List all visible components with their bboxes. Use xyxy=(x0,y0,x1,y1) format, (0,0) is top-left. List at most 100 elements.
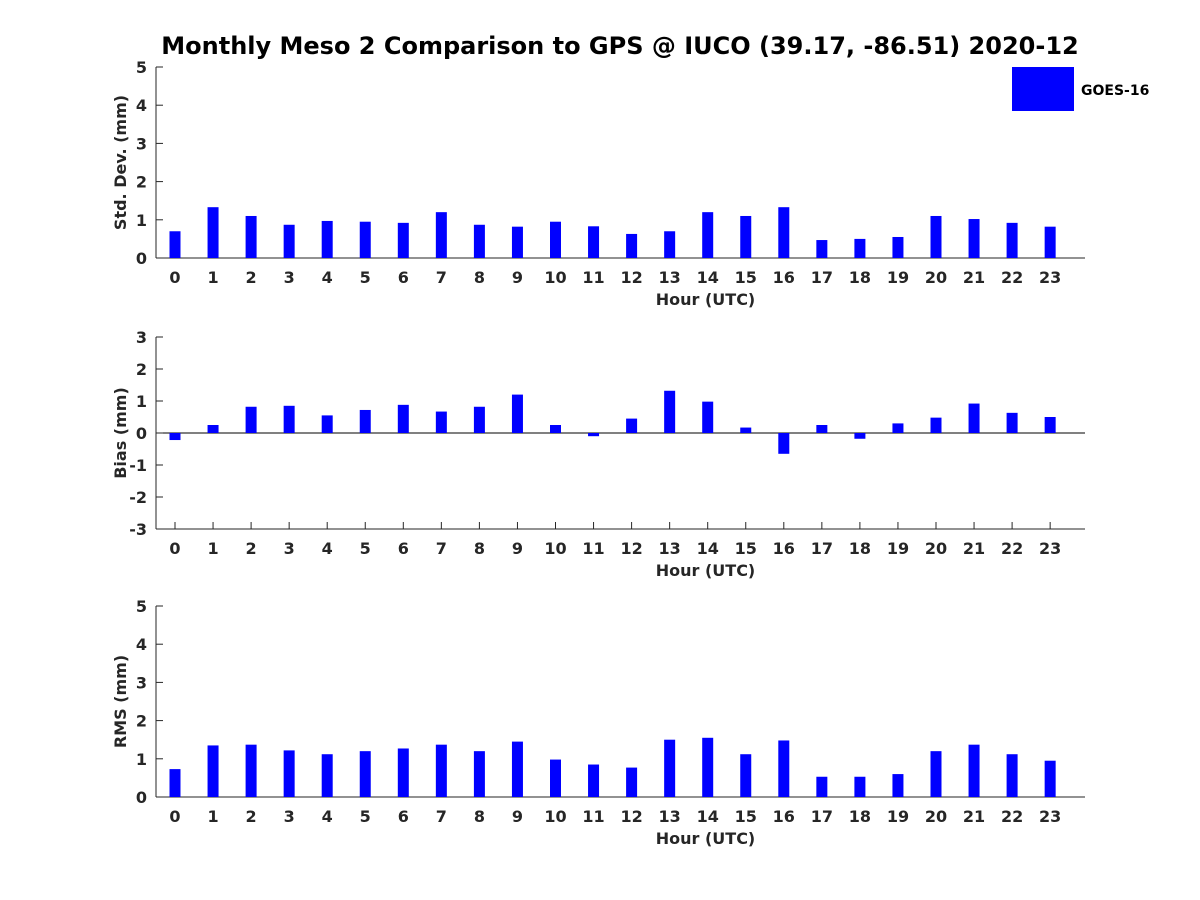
x-tick-label: 14 xyxy=(697,268,719,287)
bar xyxy=(207,745,219,797)
y-tick-label: -3 xyxy=(129,520,147,539)
x-tick-label: 8 xyxy=(474,539,485,558)
bar xyxy=(283,224,295,258)
y-tick-label: 1 xyxy=(136,211,147,230)
x-tick-label: 19 xyxy=(887,807,909,826)
bar xyxy=(740,215,752,258)
x-tick-label: 9 xyxy=(512,807,523,826)
x-tick-label: 6 xyxy=(398,268,409,287)
bar xyxy=(550,759,561,797)
bar xyxy=(702,401,714,433)
x-tick-label: 5 xyxy=(360,268,371,287)
bar xyxy=(740,427,752,433)
x-tick-label: 23 xyxy=(1039,807,1061,826)
x-tick-label: 21 xyxy=(963,268,985,287)
bar xyxy=(207,425,219,433)
bar xyxy=(626,767,638,797)
bar xyxy=(664,231,676,258)
x-tick-label: 15 xyxy=(735,268,757,287)
y-tick-label: 0 xyxy=(136,424,147,443)
legend-swatch xyxy=(1012,67,1074,111)
bar xyxy=(702,212,714,258)
x-tick-label: 2 xyxy=(246,807,257,826)
x-tick-label: 9 xyxy=(512,539,523,558)
x-tick-label: 16 xyxy=(773,268,795,287)
bar xyxy=(892,774,904,797)
bar xyxy=(816,776,828,797)
bar xyxy=(968,744,980,797)
bar xyxy=(930,215,942,258)
bar xyxy=(473,224,485,258)
bar xyxy=(1006,222,1018,258)
bar xyxy=(854,776,866,797)
bar xyxy=(321,415,333,433)
bar xyxy=(778,207,790,258)
x-tick-label: 7 xyxy=(436,807,447,826)
x-tick-label: 13 xyxy=(659,807,681,826)
bar xyxy=(930,751,942,797)
x-axis-label: Hour (UTC) xyxy=(656,561,756,580)
x-tick-label: 8 xyxy=(474,807,485,826)
y-tick-label: 3 xyxy=(136,328,147,347)
y-tick-label: 4 xyxy=(136,96,147,115)
bar xyxy=(169,231,181,258)
x-tick-label: 18 xyxy=(849,807,871,826)
x-tick-label: 19 xyxy=(887,539,909,558)
bar xyxy=(245,215,257,258)
bar xyxy=(283,750,295,797)
x-tick-label: 6 xyxy=(398,807,409,826)
bar xyxy=(245,406,257,433)
bar xyxy=(588,764,600,797)
x-tick-label: 10 xyxy=(544,268,566,287)
bar xyxy=(930,417,942,433)
bar xyxy=(397,404,409,433)
bar xyxy=(968,403,980,433)
y-tick-label: 0 xyxy=(136,788,147,807)
bar xyxy=(321,220,333,258)
bar xyxy=(550,425,561,433)
bar xyxy=(816,240,828,258)
bar xyxy=(968,219,980,258)
legend-label: GOES-16 xyxy=(1081,83,1149,99)
y-tick-label: 5 xyxy=(136,597,147,616)
bar xyxy=(435,411,447,433)
x-tick-label: 8 xyxy=(474,268,485,287)
x-tick-label: 7 xyxy=(436,268,447,287)
y-axis-label: Std. Dev. (mm) xyxy=(111,95,130,230)
x-tick-label: 18 xyxy=(849,268,871,287)
y-tick-label: 0 xyxy=(136,249,147,268)
y-tick-label: 3 xyxy=(136,673,147,692)
x-tick-label: 5 xyxy=(360,539,371,558)
bar xyxy=(854,238,866,258)
x-tick-label: 23 xyxy=(1039,539,1061,558)
x-axis-label: Hour (UTC) xyxy=(656,290,756,309)
x-tick-label: 22 xyxy=(1001,807,1023,826)
x-tick-label: 22 xyxy=(1001,268,1023,287)
x-tick-label: 11 xyxy=(582,539,604,558)
x-tick-label: 20 xyxy=(925,268,947,287)
bar xyxy=(169,433,181,441)
bar xyxy=(626,418,638,433)
bar xyxy=(511,226,523,258)
x-tick-label: 21 xyxy=(963,539,985,558)
x-tick-label: 14 xyxy=(697,539,719,558)
y-tick-label: 3 xyxy=(136,134,147,153)
bar xyxy=(626,233,638,258)
x-tick-label: 12 xyxy=(620,539,642,558)
legend: GOES-16 xyxy=(1012,67,1149,111)
y-tick-label: -2 xyxy=(129,488,147,507)
bar xyxy=(283,405,295,433)
x-tick-label: 0 xyxy=(169,539,180,558)
bar xyxy=(473,751,485,797)
bar xyxy=(359,751,371,797)
bar xyxy=(397,748,409,797)
bar xyxy=(1006,754,1018,797)
bar xyxy=(854,433,866,439)
x-tick-label: 17 xyxy=(811,807,833,826)
x-tick-label: 0 xyxy=(169,807,180,826)
bar xyxy=(702,737,714,797)
bar xyxy=(435,212,447,258)
bar xyxy=(740,754,752,797)
